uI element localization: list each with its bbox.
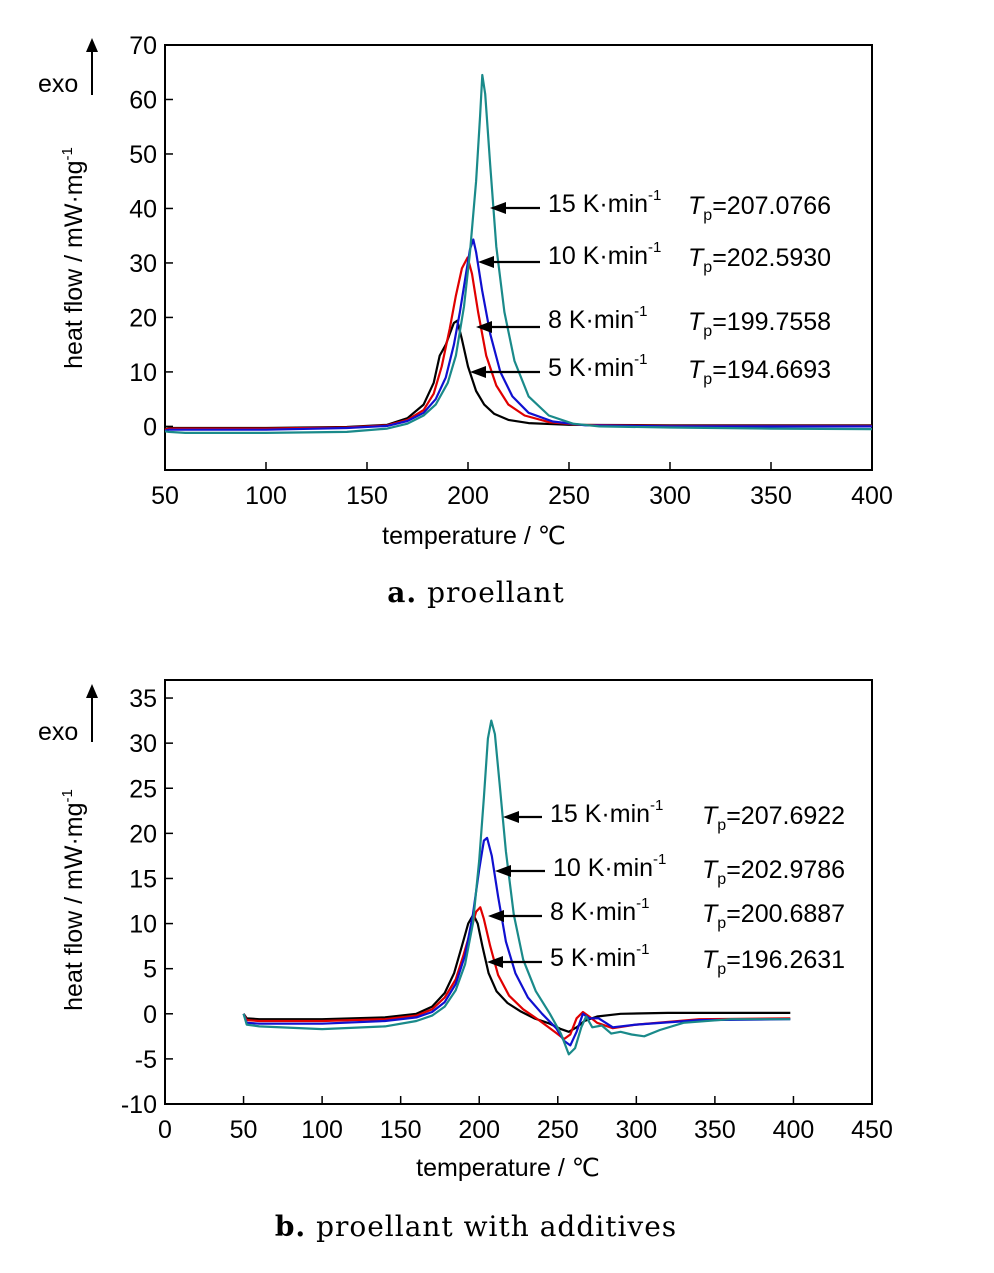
panel-caption: a. proellant — [387, 576, 564, 609]
x-tick-label: 50 — [151, 482, 179, 510]
plot-frame — [164, 44, 873, 471]
y-tick-label: 0 — [143, 413, 157, 441]
series-peak-label: Tp=196.2631 — [702, 946, 845, 978]
annotation-arrowhead — [490, 202, 506, 214]
y-axis-label: heat flow / mW·mg-1 — [59, 147, 88, 369]
exo-label: exo — [38, 70, 78, 98]
series-group — [242, 719, 791, 1056]
series-line — [242, 836, 791, 1047]
y-tick-label: -5 — [135, 1046, 157, 1074]
x-tick-label: 250 — [537, 1116, 579, 1144]
series-peak-label: Tp=200.6887 — [702, 900, 845, 932]
series-peak-label: Tp=199.7558 — [688, 308, 831, 340]
series-annotation: 5 K·min-1 Tp=196.2631 — [487, 941, 845, 978]
annotation-arrowhead — [478, 256, 494, 268]
x-tick-label: 200 — [447, 482, 489, 510]
y-tick-label: 70 — [129, 32, 157, 60]
x-tick-label: 450 — [851, 1116, 893, 1144]
annotation-arrowhead — [487, 956, 503, 968]
panel-caption: b. proellant with additives — [275, 1210, 677, 1243]
x-tick-label: 300 — [615, 1116, 657, 1144]
x-tick-label: 300 — [649, 482, 691, 510]
series-peak-label: Tp=202.5930 — [688, 244, 831, 276]
x-tick-label: 100 — [301, 1116, 343, 1144]
series-annotation: 8 K·min-1 Tp=199.7558 — [476, 303, 831, 340]
x-axis-label: temperature / ℃ — [382, 522, 566, 550]
series-rate-label: 8 K·min-1 — [548, 303, 647, 334]
series-rate-label: 5 K·min-1 — [548, 351, 647, 382]
y-tick-label: 10 — [129, 359, 157, 387]
y-axis-label: heat flow / mW·mg-1 — [59, 789, 88, 1011]
exo-arrow — [86, 38, 98, 95]
y-axis-ticks: 0 10 20 30 40 50 60 70 — [129, 32, 173, 441]
x-tick-label: 150 — [380, 1116, 422, 1144]
y-tick-label: 25 — [129, 775, 157, 803]
annotation-arrowhead — [495, 865, 511, 877]
x-tick-label: 100 — [245, 482, 287, 510]
annotations: 5 K·min-1 Tp=194.6693 8 K·min-1 Tp=199.7558… — [470, 187, 831, 388]
x-tick-label: 400 — [773, 1116, 815, 1144]
series-annotation: 15 K·min-1 Tp=207.6922 — [503, 797, 845, 834]
y-tick-label: 5 — [143, 956, 157, 984]
series-peak-label: Tp=207.6922 — [702, 802, 845, 834]
panel-b: 0 50 100 150 200 250 300 350 400 450 -10 -5 0 5 10 15 2… — [38, 679, 893, 1243]
series-rate-label: 5 K·min-1 — [550, 941, 649, 972]
y-tick-label: 60 — [129, 86, 157, 114]
series-annotation: 15 K·min-1 Tp=207.0766 — [490, 187, 831, 224]
x-tick-label: 250 — [548, 482, 590, 510]
series-annotation: 10 K·min-1 Tp=202.5930 — [478, 239, 831, 276]
x-tick-label: 150 — [346, 482, 388, 510]
y-tick-label: 30 — [129, 730, 157, 758]
y-tick-label: 35 — [129, 685, 157, 713]
y-tick-label: 20 — [129, 820, 157, 848]
y-tick-label: 10 — [129, 911, 157, 939]
series-peak-label: Tp=207.0766 — [688, 192, 831, 224]
x-tick-label: 0 — [158, 1116, 172, 1144]
series-line — [164, 73, 873, 434]
y-tick-label: -10 — [121, 1091, 157, 1119]
annotation-arrowhead — [503, 811, 519, 823]
series-annotation: 5 K·min-1 Tp=194.6693 — [470, 351, 831, 388]
x-tick-label: 400 — [851, 482, 893, 510]
x-axis-label: temperature / ℃ — [416, 1154, 600, 1182]
annotation-arrowhead — [476, 321, 492, 333]
y-axis-ticks: -10 -5 0 5 10 15 20 25 30 35 — [121, 685, 173, 1119]
x-tick-label: 50 — [230, 1116, 258, 1144]
series-annotation: 8 K·min-1 Tp=200.6887 — [488, 895, 845, 932]
annotation-arrowhead — [488, 910, 504, 922]
plot-frame — [164, 679, 873, 1105]
x-tick-label: 200 — [458, 1116, 500, 1144]
series-rate-label: 10 K·min-1 — [553, 851, 666, 882]
exo-arrow — [86, 684, 98, 742]
series-rate-label: 10 K·min-1 — [548, 239, 661, 270]
series-rate-label: 8 K·min-1 — [550, 895, 649, 926]
series-annotation: 10 K·min-1 Tp=202.9786 — [495, 851, 845, 888]
series-group — [164, 73, 873, 434]
y-tick-label: 40 — [129, 195, 157, 223]
series-peak-label: Tp=194.6693 — [688, 356, 831, 388]
y-tick-label: 15 — [129, 865, 157, 893]
x-axis-ticks: 50 100 150 200 250 300 350 400 — [151, 462, 893, 510]
series-line — [242, 719, 791, 1056]
x-tick-label: 350 — [750, 482, 792, 510]
y-tick-label: 30 — [129, 250, 157, 278]
annotations: 5 K·min-1 Tp=196.2631 8 K·min-1 Tp=200.6887… — [487, 797, 845, 978]
y-tick-label: 50 — [129, 141, 157, 169]
series-rate-label: 15 K·min-1 — [548, 187, 661, 218]
x-axis-ticks: 0 50 100 150 200 250 300 350 400 450 — [158, 1096, 893, 1144]
x-tick-label: 350 — [694, 1116, 736, 1144]
series-peak-label: Tp=202.9786 — [702, 856, 845, 888]
series-rate-label: 15 K·min-1 — [550, 797, 663, 828]
panel-a: 50 100 150 200 250 300 350 400 010203040506070 … — [38, 32, 893, 609]
annotation-arrowhead — [470, 366, 486, 378]
exo-label: exo — [38, 718, 78, 746]
y-tick-label: 0 — [143, 1001, 157, 1029]
y-tick-label: 20 — [129, 304, 157, 332]
